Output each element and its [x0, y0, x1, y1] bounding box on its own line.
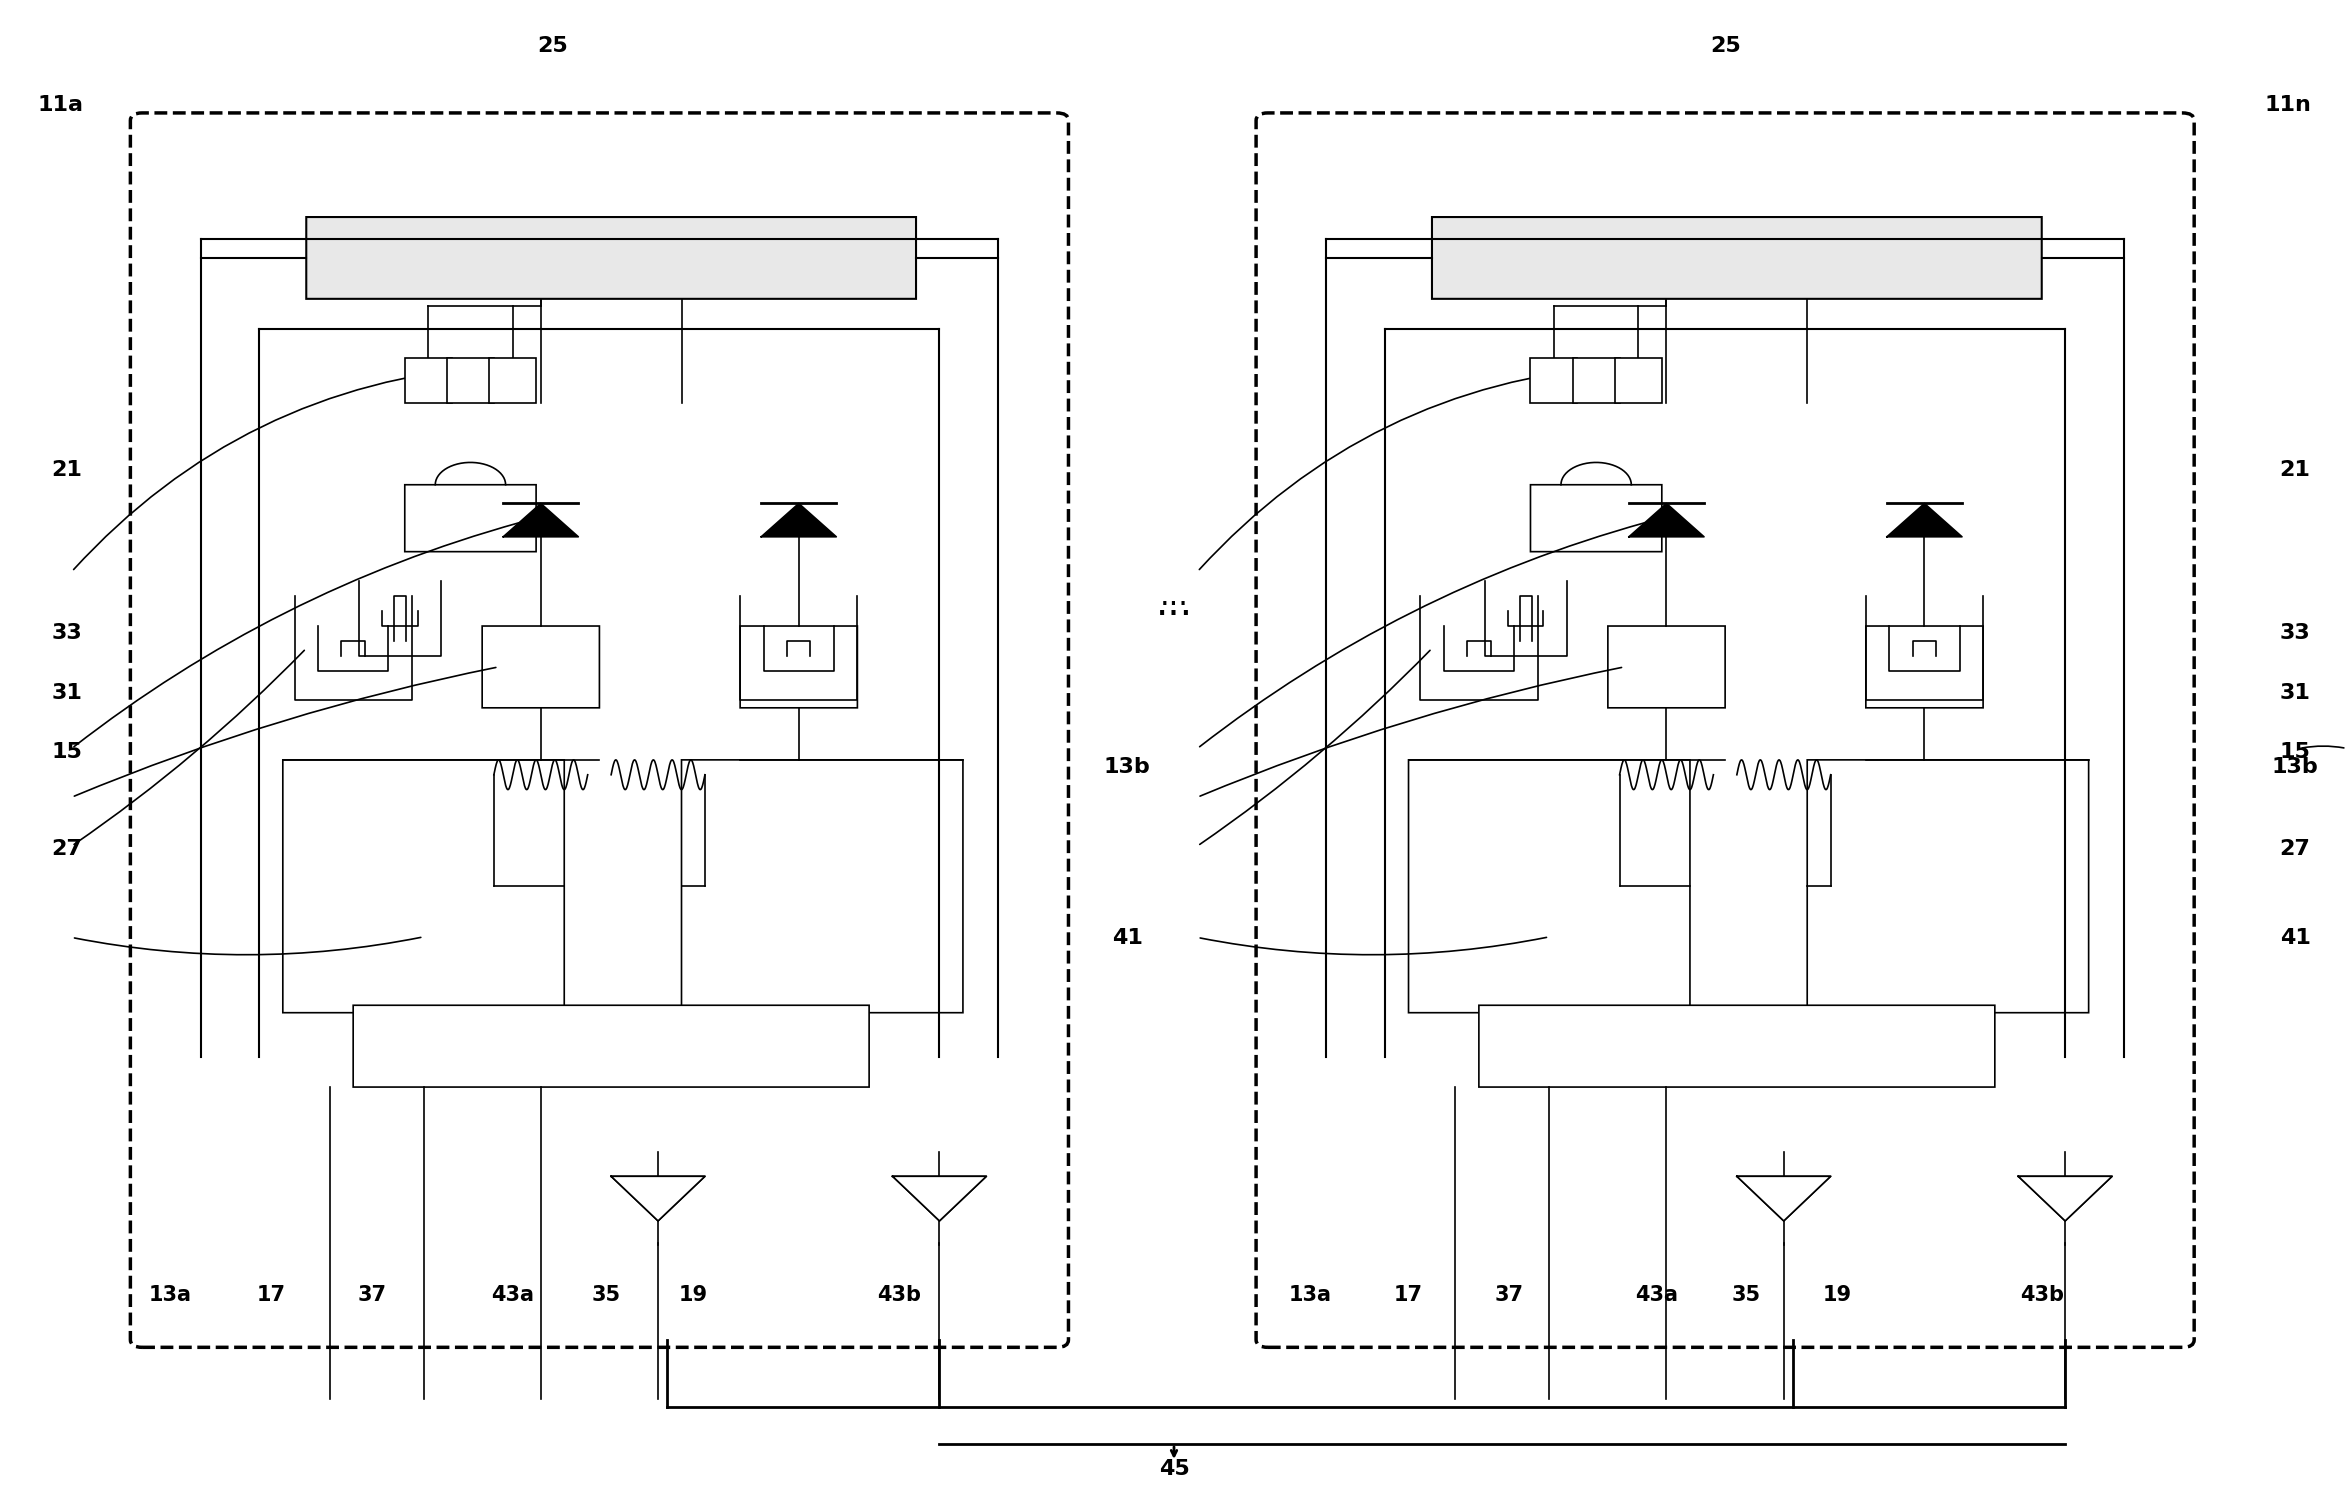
Text: 43a: 43a [1637, 1286, 1679, 1305]
Text: 37: 37 [1496, 1286, 1524, 1305]
Text: 25: 25 [538, 36, 568, 57]
Polygon shape [892, 1176, 986, 1220]
Polygon shape [610, 1176, 704, 1220]
Text: ...: ... [1155, 584, 1193, 623]
Text: 13b: 13b [2271, 757, 2317, 778]
Text: 33: 33 [2280, 623, 2310, 644]
Text: 19: 19 [679, 1286, 707, 1305]
Text: 43a: 43a [491, 1286, 533, 1305]
Text: 43b: 43b [878, 1286, 923, 1305]
Bar [1573, 358, 1620, 402]
Bar [1615, 358, 1662, 402]
FancyBboxPatch shape [352, 1006, 869, 1088]
FancyBboxPatch shape [681, 760, 963, 1013]
Polygon shape [1888, 504, 1963, 536]
Text: 43b: 43b [2019, 1286, 2064, 1305]
Text: 13b: 13b [1104, 757, 1151, 778]
Bar [1531, 358, 1578, 402]
Text: 11n: 11n [2263, 95, 2310, 116]
FancyBboxPatch shape [1409, 760, 1691, 1013]
Bar [446, 358, 493, 402]
Text: 21: 21 [2280, 460, 2310, 480]
FancyBboxPatch shape [282, 760, 564, 1013]
Polygon shape [502, 504, 578, 536]
Text: 41: 41 [2280, 928, 2310, 948]
Text: 35: 35 [592, 1286, 620, 1305]
Text: 17: 17 [1395, 1286, 1423, 1305]
FancyBboxPatch shape [404, 484, 535, 551]
Text: 13a: 13a [1289, 1286, 1331, 1305]
Text: 15: 15 [2280, 742, 2310, 763]
Text: 35: 35 [1733, 1286, 1761, 1305]
Text: 19: 19 [1822, 1286, 1853, 1305]
FancyBboxPatch shape [1867, 626, 1984, 708]
Text: 45: 45 [1158, 1459, 1190, 1480]
FancyBboxPatch shape [1256, 113, 2193, 1347]
Text: 31: 31 [52, 682, 82, 703]
Polygon shape [1630, 504, 1705, 536]
Text: 21: 21 [52, 460, 82, 480]
Text: 17: 17 [256, 1286, 286, 1305]
FancyBboxPatch shape [131, 113, 1068, 1347]
Text: 13a: 13a [148, 1286, 193, 1305]
Text: 27: 27 [2280, 839, 2310, 860]
Text: ...: ... [1160, 581, 1188, 611]
Text: 25: 25 [1709, 36, 1740, 57]
Bar [488, 358, 535, 402]
FancyBboxPatch shape [1808, 760, 2090, 1013]
Text: 31: 31 [2280, 682, 2310, 703]
FancyBboxPatch shape [740, 626, 857, 708]
FancyBboxPatch shape [481, 626, 599, 708]
Text: 37: 37 [357, 1286, 387, 1305]
Text: 11a: 11a [38, 95, 82, 116]
Text: 27: 27 [52, 839, 82, 860]
Text: 41: 41 [1111, 928, 1143, 948]
Polygon shape [761, 504, 836, 536]
FancyBboxPatch shape [305, 218, 916, 299]
FancyBboxPatch shape [1432, 218, 2043, 299]
FancyBboxPatch shape [1479, 1006, 1996, 1088]
Bar [404, 358, 451, 402]
Text: 33: 33 [52, 623, 82, 644]
Polygon shape [2019, 1176, 2113, 1220]
Text: 15: 15 [52, 742, 82, 763]
FancyBboxPatch shape [1608, 626, 1726, 708]
Polygon shape [1738, 1176, 1831, 1220]
FancyBboxPatch shape [1531, 484, 1662, 551]
